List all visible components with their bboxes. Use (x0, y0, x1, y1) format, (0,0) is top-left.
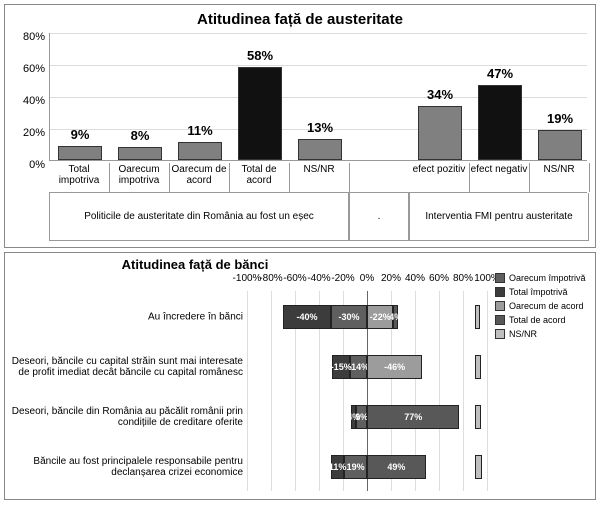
legend-swatch (495, 287, 505, 297)
group-label: . (349, 193, 409, 241)
stack-segment (475, 455, 482, 479)
row-category-label: Băncile au fost principalele responsabil… (9, 456, 243, 478)
legend: Oarecum împotrivă Total împotrivă Oarecum … (495, 273, 591, 343)
x-tick-label: -20% (331, 273, 354, 284)
bar (298, 139, 341, 160)
category-label: efect negativ (469, 165, 529, 176)
x-tick-label: -40% (307, 273, 330, 284)
bar (418, 106, 461, 160)
bar-value-label: 19% (547, 111, 573, 126)
legend-label: Oarecum împotrivă (509, 273, 586, 283)
legend-swatch (495, 329, 505, 339)
segment-value-label: 49% (367, 455, 426, 479)
legend-label: Total de acord (509, 315, 566, 325)
row-category-label: Au încredere în bănci (9, 312, 243, 323)
bar (478, 85, 521, 160)
bar-value-label: 13% (307, 120, 333, 135)
x-tick-label: -60% (283, 273, 306, 284)
legend-label: NS/NR (509, 329, 537, 339)
category-axis: Total impotrivaOarecum impotrivaOarecum … (49, 163, 587, 193)
category-label: Oarecum de acord (169, 165, 229, 186)
legend-swatch (495, 315, 505, 325)
x-tick-label: 80% (453, 273, 473, 284)
x-tick-label: 60% (429, 273, 449, 284)
bar (118, 147, 161, 160)
category-label: Total de acord (229, 165, 289, 186)
legend-item: Oarecum de acord (495, 301, 591, 311)
bar (178, 142, 221, 160)
segment-value-label: 4% (393, 305, 398, 329)
bar-value-label: 58% (247, 48, 273, 63)
bar-value-label: 9% (71, 127, 90, 142)
category-label: efect pozitiv (409, 165, 469, 176)
legend-item: Total împotrivă (495, 287, 591, 297)
legend-item: Total de acord (495, 315, 591, 325)
legend-swatch (495, 301, 505, 311)
bar-value-label: 11% (187, 123, 212, 138)
bar-value-label: 47% (487, 66, 513, 81)
austerity-chart-panel: Atitudinea față de austeritate 0% 20% 40% 6… (4, 4, 596, 248)
stack-segment (475, 405, 481, 429)
group-label: Politicile de austeritate din România au… (49, 193, 349, 241)
group-label: Interventia FMI pentru austeritate (409, 193, 589, 241)
legend-label: Oarecum de acord (509, 301, 584, 311)
legend-label: Total împotrivă (509, 287, 568, 297)
stack-segment (475, 305, 480, 329)
x-tick-label: 20% (381, 273, 401, 284)
x-tick-label: 40% (405, 273, 425, 284)
x-tick-label: 0% (360, 273, 374, 284)
bar-value-label: 8% (131, 128, 150, 143)
austerity-chart-title: Atitudinea față de austeritate (5, 11, 595, 28)
y-tick-label: 0% (29, 159, 45, 171)
bar (238, 67, 281, 160)
x-axis-labels: -100%-80%-60%-40%-20%0%20%40%60%80%100% (247, 273, 501, 289)
segment-value-label: -40% (283, 305, 331, 329)
bar (538, 130, 581, 160)
bar-value-label: 34% (427, 87, 453, 102)
y-tick-label: 20% (23, 127, 45, 139)
category-label: NS/NR (289, 165, 349, 176)
legend-swatch (495, 273, 505, 283)
bar (58, 146, 101, 160)
legend-item: NS/NR (495, 329, 591, 339)
group-axis: Politicile de austeritate din România au… (49, 193, 587, 241)
segment-value-label: -14% (350, 355, 367, 379)
segment-value-label: -30% (331, 305, 367, 329)
segment-value-label: 4% (351, 405, 356, 429)
x-tick-label: -80% (259, 273, 282, 284)
stack-segment (475, 355, 481, 379)
y-tick-label: 80% (23, 31, 45, 43)
category-label: Total impotriva (49, 165, 109, 186)
banks-chart-panel: Atitudinea față de bănci -100%-80%-60%-4… (4, 252, 596, 500)
row-category-label: Deseori, băncile cu capital străin sunt … (9, 356, 243, 378)
segment-value-label: 19% (344, 455, 367, 479)
row-category-label: Deseori, băncile din România au păcălit … (9, 406, 243, 428)
y-tick-label: 40% (23, 95, 45, 107)
segment-value-label: -46% (367, 355, 422, 379)
legend-item: Oarecum împotrivă (495, 273, 591, 283)
austerity-chart-plot: 9% 8% 11% 58% 13% 34% 47% 19% (49, 33, 587, 161)
banks-chart-title: Atitudinea față de bănci (5, 257, 385, 272)
category-label: Oarecum impotriva (109, 165, 169, 186)
category-label: NS/NR (529, 165, 589, 176)
segment-value-label: 11% (331, 455, 344, 479)
y-tick-label: 60% (23, 63, 45, 75)
x-tick-label: -100% (233, 273, 262, 284)
segment-value-label: 77% (367, 405, 459, 429)
segment-value-label: -15% (332, 355, 350, 379)
banks-chart-plot: -30%-40%-22%4%-14%-15%-46%9%4%77%19%11%4… (247, 291, 487, 491)
